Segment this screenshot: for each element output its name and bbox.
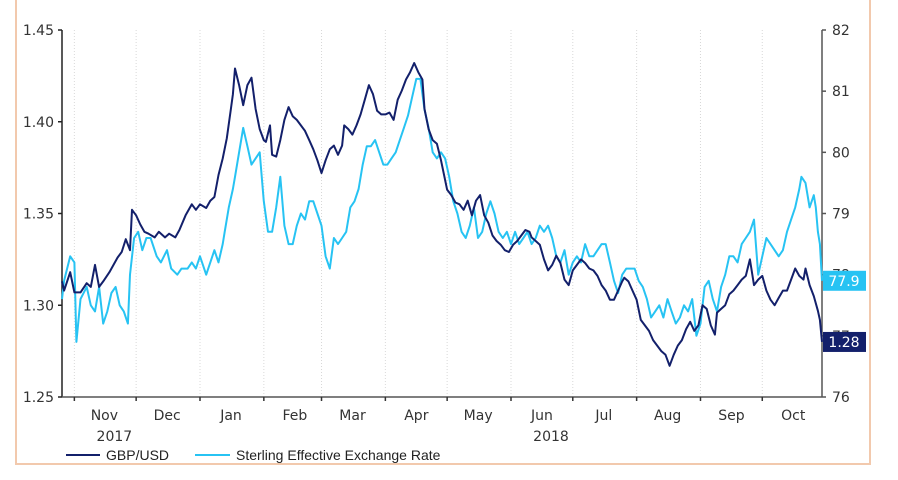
left-axis-ticks: 1.25 1.30 1.35 1.40 1.45 — [23, 23, 62, 406]
x-tick-label: Sep — [718, 408, 745, 424]
left-tick-label: 1.25 — [23, 390, 54, 406]
legend-label-sterling-eer: Sterling Effective Exchange Rate — [236, 447, 441, 463]
legend-item-sterling-eer: Sterling Effective Exchange Rate — [195, 447, 441, 463]
x-tick-label: Dec — [154, 408, 181, 424]
x-tick-label: Aug — [654, 408, 681, 424]
x-tick-label: Jun — [530, 408, 553, 424]
left-tick-label: 1.40 — [23, 115, 54, 131]
end-label-box-sterling-eer — [823, 270, 866, 291]
year-label: 2018 — [533, 429, 569, 445]
vertical-gridlines — [73, 30, 763, 397]
end-value-labels: 77.9 1.28 — [823, 270, 866, 352]
end-label-box-gbpusd — [823, 331, 866, 352]
end-label-sterling-eer: 77.9 — [828, 274, 859, 290]
x-axis-ticks: Nov Dec Jan Feb Mar Apr May Jun Jul Aug Sep Oct 2017… — [73, 397, 806, 445]
legend-item-gbpusd: GBP/USD — [66, 447, 169, 463]
x-tick-label: Mar — [339, 408, 366, 424]
right-tick-label: 82 — [832, 23, 850, 39]
series-line-sterling-eer — [61, 77, 823, 343]
x-tick-label: May — [464, 408, 493, 424]
left-tick-label: 1.30 — [23, 298, 54, 314]
series-lines — [61, 62, 823, 367]
x-tick-label: Jan — [219, 408, 242, 424]
x-tick-label: Nov — [91, 408, 118, 424]
x-tick-label: Apr — [404, 408, 428, 424]
year-label: 2017 — [97, 429, 133, 445]
axes — [61, 30, 823, 398]
legend-label-gbpusd: GBP/USD — [106, 447, 169, 463]
right-tick-label: 80 — [832, 145, 850, 161]
legend: GBP/USD Sterling Effective Exchange Rate — [66, 447, 441, 463]
chart-frame — [15, 0, 871, 465]
x-tick-label: Feb — [282, 408, 307, 424]
left-tick-label: 1.45 — [23, 23, 54, 39]
series-line-gbpusd — [61, 62, 823, 367]
left-tick-label: 1.35 — [23, 207, 54, 223]
right-tick-label: 76 — [832, 390, 850, 406]
right-tick-label: 79 — [832, 207, 850, 223]
x-tick-label: Jul — [594, 408, 612, 424]
end-label-gbpusd: 1.28 — [828, 335, 859, 351]
right-tick-label: 81 — [832, 84, 850, 100]
x-tick-label: Oct — [781, 408, 806, 424]
